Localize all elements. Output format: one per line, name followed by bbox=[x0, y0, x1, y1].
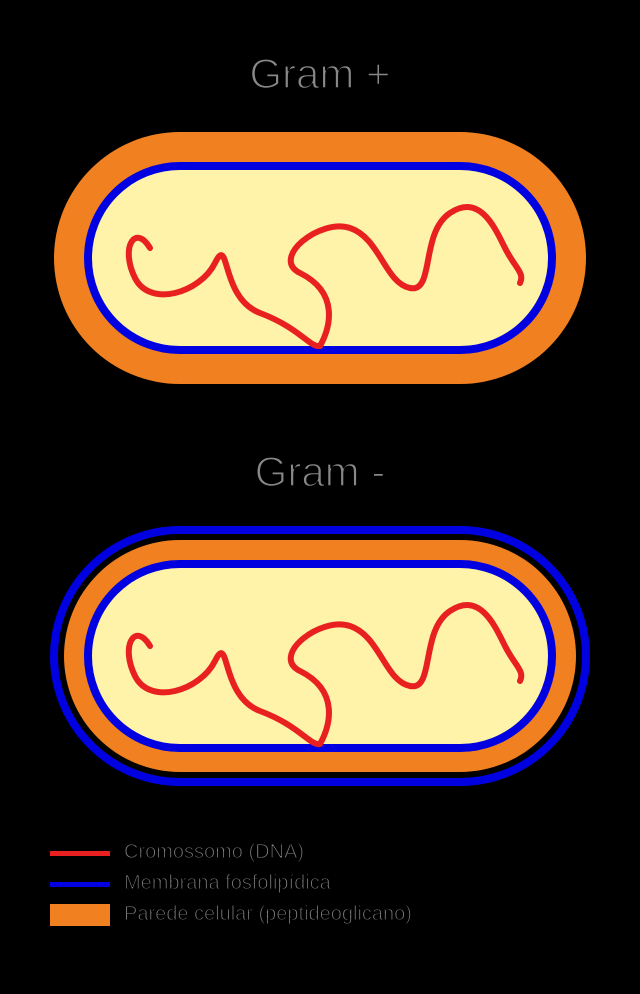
gram-positive-section: Gram + Gram + bbox=[0, 0, 640, 398]
legend-label-membrane: Membrana fosfolipídica Membrana fosfolip… bbox=[124, 872, 331, 895]
legend-item-dna: Cromossomo (DNA) Cromossomo (DNA) bbox=[50, 841, 412, 864]
legend-marker-wall bbox=[50, 904, 110, 926]
gram-positive-svg bbox=[40, 118, 600, 398]
membrane-cytoplasm bbox=[88, 564, 552, 748]
legend-marker-dna bbox=[50, 842, 110, 864]
legend-label-wall: Parede celular (peptideoglicano) Parede … bbox=[124, 903, 412, 926]
gram-negative-svg bbox=[40, 516, 600, 796]
legend-item-wall: Parede celular (peptideoglicano) Parede … bbox=[50, 903, 412, 926]
gram-negative-title: Gram - Gram - bbox=[0, 448, 640, 496]
legend: Cromossomo (DNA) Cromossomo (DNA) Membra… bbox=[50, 841, 412, 934]
legend-label-dna: Cromossomo (DNA) Cromossomo (DNA) bbox=[124, 841, 304, 864]
membrane-cytoplasm bbox=[88, 166, 552, 350]
gram-negative-section: Gram - Gram - bbox=[0, 418, 640, 796]
gram-positive-title: Gram + Gram + bbox=[0, 50, 640, 98]
gram-positive-cell bbox=[40, 118, 600, 398]
legend-item-membrane: Membrana fosfolipídica Membrana fosfolip… bbox=[50, 872, 412, 895]
gram-negative-cell bbox=[40, 516, 600, 796]
legend-marker-membrane bbox=[50, 873, 110, 895]
